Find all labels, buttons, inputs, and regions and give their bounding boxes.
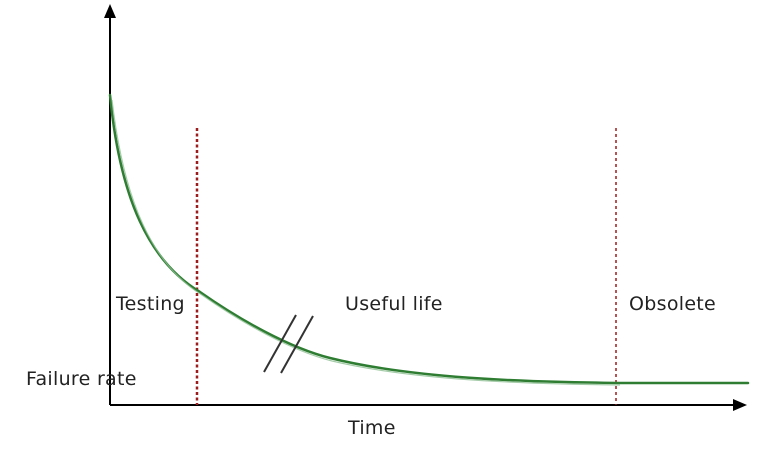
region-label-testing: Testing xyxy=(115,293,185,315)
x-axis-arrow xyxy=(733,399,747,411)
failure-rate-curve xyxy=(108,93,750,385)
break-mark-right xyxy=(280,315,314,374)
y-axis-arrow xyxy=(104,4,116,18)
region-label-useful-life: Useful life xyxy=(345,293,443,315)
y-axis-label: Failure rate xyxy=(26,368,137,390)
x-axis-label: Time xyxy=(347,417,396,439)
region-label-obsolete: Obsolete xyxy=(629,293,716,315)
break-mark-left xyxy=(263,314,297,373)
failure-rate-curve-shadow xyxy=(111,99,621,386)
